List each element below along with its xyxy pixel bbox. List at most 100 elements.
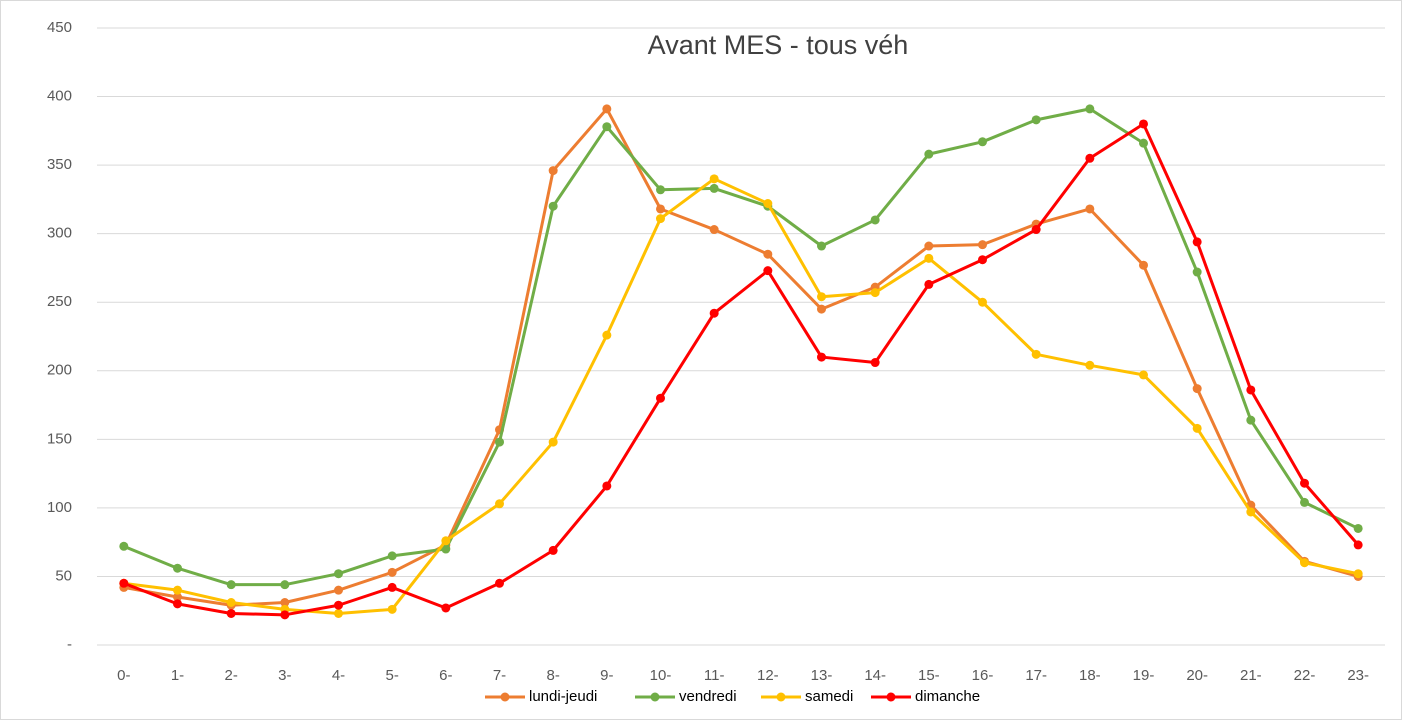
data-point <box>495 499 504 509</box>
data-point <box>924 279 934 289</box>
y-tick-label: 400 <box>47 88 72 105</box>
data-point <box>870 358 880 368</box>
series-line <box>123 107 1359 607</box>
data-point <box>1031 225 1041 235</box>
y-tick-label: 100 <box>47 499 72 516</box>
series-line <box>123 122 1360 617</box>
data-point <box>548 545 558 555</box>
data-point <box>441 603 451 613</box>
x-tick-label: 3- <box>278 667 291 684</box>
data-point <box>1031 349 1041 359</box>
data-point <box>334 608 343 618</box>
data-point <box>1192 384 1202 394</box>
legend-label: vendredi <box>679 688 737 705</box>
x-tick-label: 16- <box>972 667 994 684</box>
series-line <box>123 107 1359 587</box>
data-point <box>1300 478 1309 488</box>
y-tick-label: 50 <box>55 567 72 584</box>
data-point <box>280 610 290 620</box>
data-point <box>1353 540 1363 550</box>
data-point <box>602 104 612 114</box>
y-tick-label: 300 <box>47 225 72 242</box>
data-point <box>1139 119 1148 129</box>
data-point <box>709 308 719 318</box>
data-point <box>387 551 397 561</box>
data-point <box>1192 237 1202 247</box>
data-point <box>119 578 129 588</box>
data-point <box>548 437 558 447</box>
data-point <box>763 199 773 209</box>
data-point <box>763 249 773 259</box>
data-point <box>226 608 236 618</box>
data-point <box>173 592 182 602</box>
data-point <box>441 536 451 546</box>
data-point <box>978 297 987 307</box>
legend-label: dimanche <box>915 688 980 705</box>
data-point <box>817 292 826 302</box>
data-point <box>763 266 773 276</box>
data-point <box>978 137 987 147</box>
legend-marker <box>500 692 510 702</box>
y-tick-label: 250 <box>47 293 72 310</box>
data-point <box>334 569 343 579</box>
x-tick-label: 12- <box>757 667 779 684</box>
series-line <box>123 177 1359 615</box>
data-point <box>226 597 236 607</box>
legend-marker <box>886 692 896 702</box>
y-tick-label: 450 <box>47 19 72 36</box>
data-point <box>602 122 612 132</box>
data-point <box>1085 360 1095 370</box>
x-tick-label: 14- <box>864 667 886 684</box>
data-point <box>280 580 290 590</box>
data-point <box>119 541 129 551</box>
data-point <box>1139 260 1148 270</box>
x-tick-label: 4- <box>332 667 345 684</box>
data-point <box>1353 569 1363 579</box>
data-point <box>1085 153 1095 163</box>
data-point <box>387 604 397 614</box>
data-point <box>173 585 182 595</box>
data-point <box>1300 497 1309 507</box>
legend-label: lundi-jeudi <box>529 688 597 705</box>
data-point <box>1192 423 1202 433</box>
data-point <box>1353 523 1363 533</box>
data-point <box>1085 204 1095 214</box>
x-tick-label: 9- <box>600 667 613 684</box>
x-tick-label: 19- <box>1133 667 1155 684</box>
x-tick-label: 6- <box>439 667 452 684</box>
legend-marker <box>650 692 660 702</box>
x-tick-label: 0- <box>117 667 130 684</box>
x-tick-label: 2- <box>224 667 237 684</box>
data-point <box>387 582 397 592</box>
data-point <box>978 240 987 250</box>
data-point <box>817 352 826 362</box>
data-point <box>1085 104 1095 114</box>
data-point <box>656 393 665 403</box>
data-point <box>1031 115 1041 125</box>
x-tick-label: 18- <box>1079 667 1101 684</box>
data-point <box>602 481 612 491</box>
x-tick-label: 8- <box>546 667 559 684</box>
data-point <box>602 330 612 340</box>
data-point <box>924 253 934 263</box>
data-point <box>334 585 343 595</box>
x-tick-label: 23- <box>1347 667 1369 684</box>
data-point <box>709 225 719 235</box>
data-point <box>173 563 182 573</box>
y-tick-label: 150 <box>47 430 72 447</box>
y-tick-label: 200 <box>47 362 72 379</box>
x-tick-label: 13- <box>811 667 833 684</box>
data-point <box>709 183 719 193</box>
data-point <box>441 544 451 554</box>
x-tick-label: 1- <box>171 667 184 684</box>
data-point <box>1192 267 1202 277</box>
y-tick-label: 350 <box>47 156 72 173</box>
x-tick-label: 10- <box>650 667 672 684</box>
x-tick-label: 20- <box>1186 667 1208 684</box>
data-point <box>495 578 504 588</box>
data-point <box>548 166 558 176</box>
x-tick-label: 17- <box>1025 667 1047 684</box>
